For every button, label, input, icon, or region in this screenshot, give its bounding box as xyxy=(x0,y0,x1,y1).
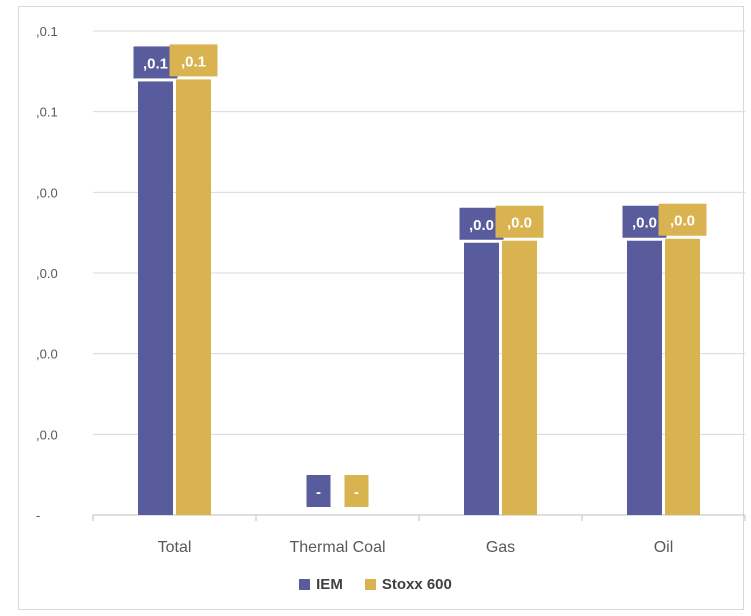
y-tick-label: ,0.1 xyxy=(36,105,58,120)
y-tick-label: ,0.0 xyxy=(36,185,58,200)
data-label: ,0.0 xyxy=(670,213,695,230)
data-label-box xyxy=(495,205,544,238)
legend-swatch-stoxx xyxy=(364,579,376,590)
bar xyxy=(502,240,537,515)
data-label: ,0.0 xyxy=(632,215,657,232)
data-label-box xyxy=(658,203,707,236)
chart-frame xyxy=(18,6,744,610)
bar xyxy=(464,242,499,515)
data-label: - xyxy=(316,484,321,501)
x-tick-label: Oil xyxy=(654,539,674,556)
data-label: ,0.0 xyxy=(469,217,494,234)
bar xyxy=(627,240,662,515)
x-tick-label: Thermal Coal xyxy=(289,539,385,556)
bar xyxy=(176,79,211,516)
bar xyxy=(665,238,700,515)
data-label-box xyxy=(306,475,331,507)
legend-label-iem: IEM xyxy=(316,576,343,593)
data-label-box xyxy=(344,475,369,507)
y-tick-label: ,0.1 xyxy=(36,24,58,39)
data-label: ,0.0 xyxy=(507,215,532,232)
x-tick-label: Total xyxy=(158,539,192,556)
x-tick-label: Gas xyxy=(486,539,515,556)
y-tick-label: ,0.0 xyxy=(36,266,58,281)
legend-label-stoxx: Stoxx 600 xyxy=(381,576,452,593)
bar xyxy=(138,81,173,516)
data-label: ,0.1 xyxy=(143,55,168,72)
y-tick-label: - xyxy=(36,508,40,523)
data-label: ,0.1 xyxy=(181,53,206,70)
legend-item-stoxx: Stoxx 600 xyxy=(364,576,452,593)
y-tick-label: ,0.0 xyxy=(36,347,58,362)
y-tick-label: ,0.0 xyxy=(36,427,58,442)
legend-swatch-iem xyxy=(299,579,311,590)
data-label: - xyxy=(354,484,359,501)
data-label-box xyxy=(169,44,218,77)
legend: IEM Stoxx 600 xyxy=(0,576,751,593)
legend-item-iem: IEM xyxy=(299,576,343,593)
